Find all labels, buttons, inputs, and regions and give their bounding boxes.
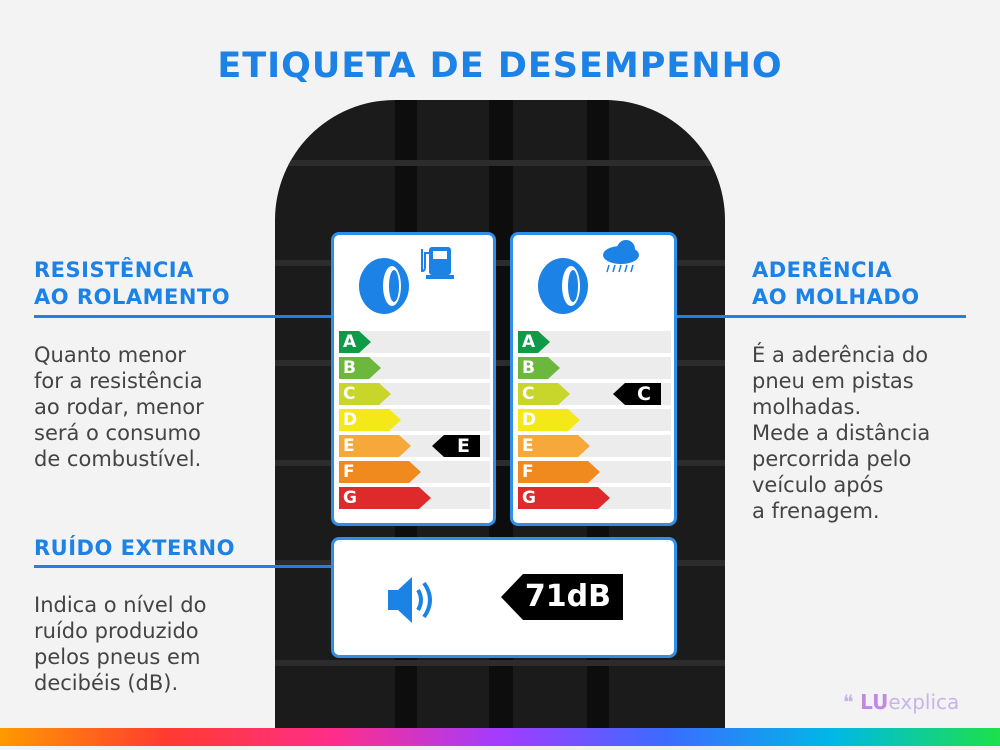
grade-bar: D <box>518 409 580 431</box>
grade-row-e: E <box>518 435 671 457</box>
rainbow-bar <box>0 728 1000 746</box>
grade-row-f: F <box>339 461 490 483</box>
grade-bar: G <box>518 487 610 509</box>
lu-explica-logo: ❝ LUexplica <box>843 690 960 714</box>
grade-row-b: B <box>518 357 671 379</box>
wet-grip-text: É a aderência do pneu em pistas molhadas. M… <box>752 343 931 523</box>
noise-text: Indica o nível do ruído produzido pelos pn… <box>34 593 207 695</box>
grade-row-c: C <box>339 383 490 405</box>
grade-bar: B <box>339 357 381 379</box>
rating-marker: C <box>613 383 661 405</box>
grade-row-f: F <box>518 461 671 483</box>
grade-bar: D <box>339 409 401 431</box>
quote-bubble-icon: ❝ <box>843 690 854 714</box>
grade-bar: F <box>518 461 600 483</box>
tire-rain-icon <box>538 240 639 314</box>
noise-value-badge: 71dB <box>501 574 623 620</box>
grade-bar: G <box>339 487 431 509</box>
speaker-icon <box>388 577 432 623</box>
grade-row-g: G <box>339 487 490 509</box>
grade-row-d: D <box>518 409 671 431</box>
grade-bar: C <box>518 383 570 405</box>
connector-line <box>34 315 332 318</box>
grade-bar: C <box>339 383 391 405</box>
rolling-resistance-text: Quanto menor for a resistência ao rodar, m… <box>34 343 204 471</box>
connector-line <box>676 315 966 318</box>
grade-bar: E <box>518 435 590 457</box>
grade-row-a: A <box>339 331 490 353</box>
grade-row-g: G <box>518 487 671 509</box>
grade-bar: F <box>339 461 421 483</box>
grade-row-b: B <box>339 357 490 379</box>
grade-bar: A <box>518 331 550 353</box>
rolling-resistance-heading: RESISTÊNCIA AO ROLAMENTO <box>34 258 231 309</box>
grade-bar: A <box>339 331 371 353</box>
rating-marker: E <box>432 435 480 457</box>
noise-label: 71dB <box>331 537 677 658</box>
noise-heading: RUÍDO EXTERNO <box>34 536 235 560</box>
grade-bar: B <box>518 357 560 379</box>
wet-grip-heading: ADERÊNCIA AO MOLHADO <box>752 258 920 309</box>
grade-bar: E <box>339 435 411 457</box>
tire-fuel-icon <box>359 247 454 314</box>
connector-line <box>34 565 332 568</box>
page-title: ETIQUETA DE DESEMPENHO <box>217 46 783 86</box>
grade-row-a: A <box>518 331 671 353</box>
grade-row-d: D <box>339 409 490 431</box>
